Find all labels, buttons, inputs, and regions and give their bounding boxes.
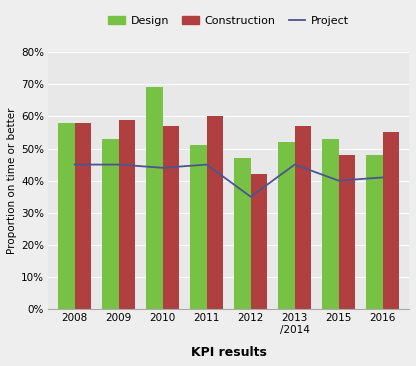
Bar [278,142,295,309]
Bar [190,145,207,309]
Bar [383,132,399,309]
Bar [146,87,163,309]
Bar [163,126,179,309]
Bar [366,155,383,309]
X-axis label: KPI results: KPI results [191,346,267,359]
Bar [322,139,339,309]
Bar [295,126,312,309]
Y-axis label: Proportion on time or better: Proportion on time or better [7,107,17,254]
Legend: Design, Construction, Project: Design, Construction, Project [104,11,354,30]
Bar [251,174,267,309]
Bar [234,158,251,309]
Bar [102,139,119,309]
Bar [339,155,355,309]
Bar [207,116,223,309]
Bar [58,123,75,309]
Bar [75,123,92,309]
Bar [119,120,135,309]
